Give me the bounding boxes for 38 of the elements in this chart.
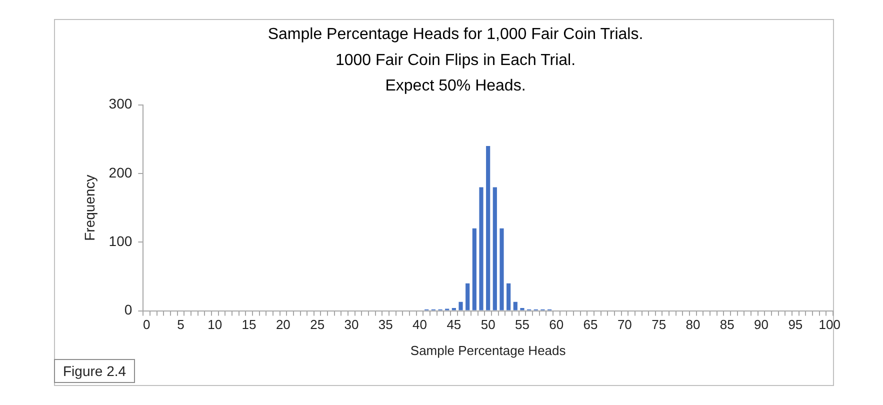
bar xyxy=(513,302,518,310)
y-tick-label: 0 xyxy=(124,302,132,318)
x-tick-label: 85 xyxy=(720,317,734,332)
x-tick-label: 40 xyxy=(412,317,428,332)
x-tick-label: 90 xyxy=(754,317,769,332)
x-tick-label: 25 xyxy=(310,317,325,332)
chart-title: Sample Percentage Heads for 1,000 Fair Coin Trials. 1000 Fair Coin Flips in Each Trial. Expect 50% Heads. xyxy=(268,26,644,94)
x-tick-label: 80 xyxy=(686,317,700,332)
x-tick-label: 60 xyxy=(549,317,564,332)
bar xyxy=(458,302,463,310)
x-tick-label: 50 xyxy=(480,317,496,332)
x-tick-label: 65 xyxy=(583,317,598,332)
x-tick-label: 5 xyxy=(177,317,184,332)
bar xyxy=(492,187,497,310)
caption: Figure 2.4 xyxy=(54,359,136,383)
x-tick-label: 10 xyxy=(208,317,222,332)
x-tick-label: 15 xyxy=(242,317,256,332)
bar xyxy=(500,228,504,310)
y-tick-label: 200 xyxy=(108,164,132,180)
y-tick-label: 300 xyxy=(108,96,132,112)
x-tick-label: 100 xyxy=(818,317,840,332)
x-tick-label: 35 xyxy=(378,317,393,332)
x-tick-label: 95 xyxy=(788,317,803,332)
bar xyxy=(466,283,470,310)
bar xyxy=(486,146,490,310)
bar xyxy=(506,283,511,310)
y-axis-title: Frequency xyxy=(81,174,98,241)
x-tick-label: 45 xyxy=(446,317,462,332)
bar xyxy=(472,228,476,310)
x-tick-label: 30 xyxy=(344,317,359,332)
x-tick-label: 55 xyxy=(514,317,530,332)
x-tick-label: 0 xyxy=(142,317,150,332)
x-tick-label: 70 xyxy=(617,317,632,332)
bar xyxy=(479,187,484,310)
y-tick-label: 100 xyxy=(108,232,132,249)
x-tick-label: 20 xyxy=(276,317,290,332)
x-tick-label: 75 xyxy=(652,317,666,332)
x-axis-title: Sample Percentage Heads xyxy=(410,342,566,358)
